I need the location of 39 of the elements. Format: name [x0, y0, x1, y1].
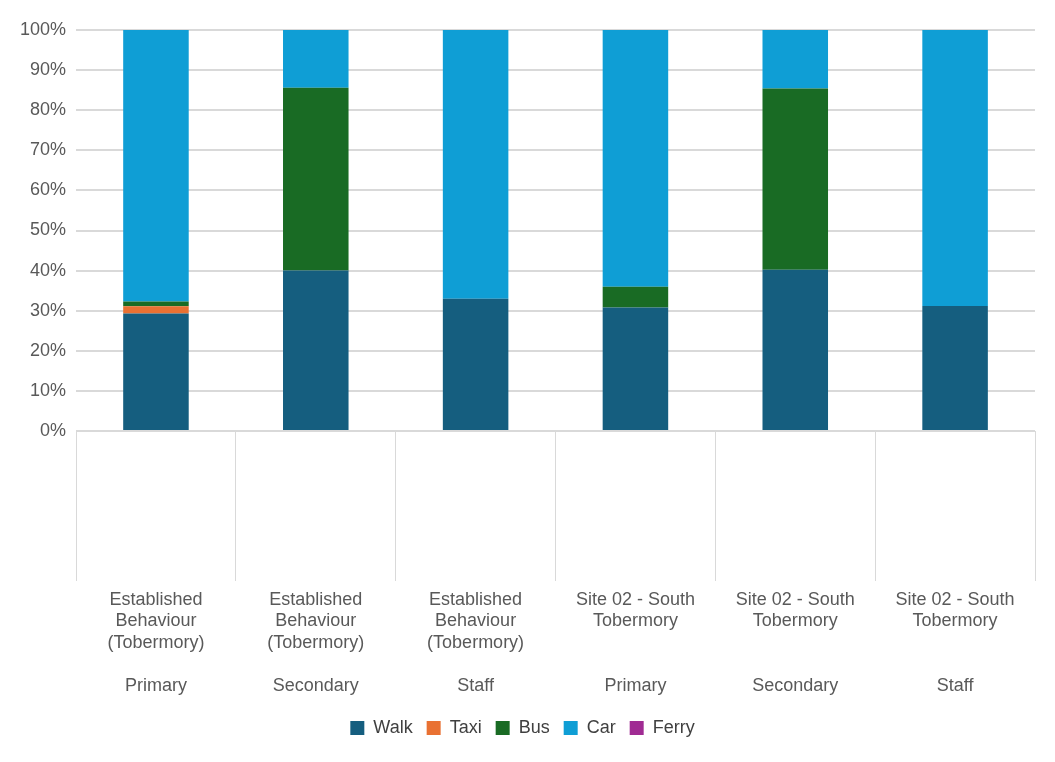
y-tick-label: 40% [30, 259, 67, 280]
bar [283, 270, 349, 430]
bar [123, 301, 189, 307]
category-label: Established Behaviour (Tobermory) Secondary [267, 588, 365, 696]
legend-label: Taxi [449, 716, 482, 737]
bar [442, 30, 509, 299]
category-label: Site 02 - South Tobermory Primary [575, 588, 695, 696]
category-label: Established Behaviour (Tobermory) Staff [427, 588, 525, 696]
bar [123, 313, 189, 430]
y-tick-label: 30% [30, 299, 67, 320]
bar [602, 286, 669, 308]
bar [283, 30, 349, 88]
y-tick-label: 100% [19, 18, 67, 39]
y-tick-label: 10% [30, 379, 67, 400]
bar [922, 30, 988, 306]
bar [123, 306, 189, 314]
y-tick-label: 90% [30, 59, 67, 80]
bar [123, 30, 189, 302]
y-tick-label: 0% [40, 419, 67, 440]
legend-label: Bus [518, 716, 550, 737]
category-label: Site 02 - South Tobermory Staff [895, 588, 1015, 696]
bar [602, 307, 669, 430]
y-tick-label: 50% [30, 219, 67, 240]
bar [602, 30, 669, 287]
bar [762, 30, 829, 89]
bar [762, 269, 829, 430]
category-label: Established Behaviour (Tobermory) Primary [107, 588, 205, 696]
legend-label: Car [586, 716, 616, 737]
bar [283, 87, 349, 271]
y-tick-label: 20% [30, 339, 67, 360]
y-tick-label: 70% [30, 139, 67, 160]
y-tick-label: 60% [30, 179, 67, 200]
legend-label: Ferry [652, 716, 695, 737]
y-tick-label: 80% [30, 99, 67, 120]
category-label: Site 02 - South Tobermory Secondary [735, 588, 855, 696]
bar [442, 298, 509, 430]
bar [922, 305, 988, 430]
bar [762, 88, 829, 270]
legend-label: Walk [373, 716, 414, 737]
